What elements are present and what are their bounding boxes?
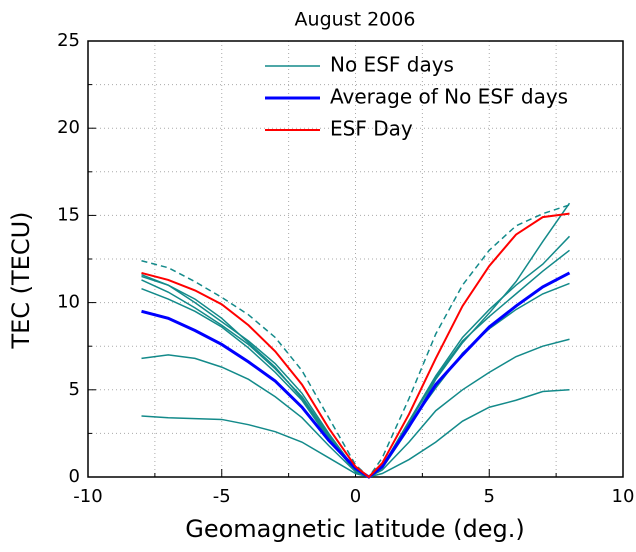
series-line	[141, 202, 571, 478]
y-tick-label: 15	[57, 204, 80, 225]
x-tick-label: 5	[484, 486, 495, 507]
y-tick-label: 0	[69, 466, 80, 487]
legend-label: ESF Day	[330, 117, 413, 141]
x-tick-label: 10	[612, 486, 635, 507]
series-line	[141, 338, 570, 478]
legend-label: No ESF days	[330, 53, 454, 77]
legend-label: Average of No ESF days	[330, 85, 568, 109]
y-tick-label: 10	[57, 292, 80, 313]
y-tick-label: 5	[69, 379, 80, 400]
x-tick-label: 0	[350, 486, 361, 507]
series-line	[141, 235, 571, 478]
chart-title: August 2006	[295, 9, 416, 31]
y-axis-label: TEC (TECU)	[7, 211, 35, 349]
x-tick-label: -10	[73, 486, 102, 507]
y-tick-label: 20	[57, 117, 80, 138]
series-line	[141, 212, 570, 479]
series-line	[141, 389, 570, 478]
y-tick-label: 25	[57, 30, 80, 51]
x-tick-label: -5	[213, 486, 231, 507]
x-axis-label: Geomagnetic latitude (deg.)	[185, 515, 525, 543]
